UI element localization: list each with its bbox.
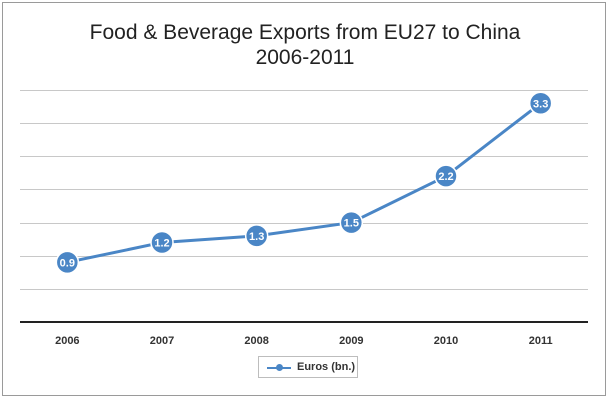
data-point xyxy=(244,224,269,248)
legend-dot-marker xyxy=(276,364,283,371)
legend-label: Euros (bn.) xyxy=(297,361,356,373)
x-tick-label: 2009 xyxy=(339,335,363,347)
legend: Euros (bn.) xyxy=(258,356,358,378)
series-line xyxy=(67,102,542,264)
data-point xyxy=(55,250,80,275)
x-tick-label: 2011 xyxy=(529,335,553,347)
chart-frame xyxy=(2,2,606,396)
data-point xyxy=(339,210,364,235)
data-label: 2.2 xyxy=(438,171,453,183)
x-tick-label: 2008 xyxy=(244,335,268,347)
chart-subtitle: 2006-2011 xyxy=(255,46,355,69)
data-point xyxy=(150,230,174,255)
x-tick-label: 2010 xyxy=(434,335,458,347)
data-label: 3.3 xyxy=(533,98,548,110)
x-tick-label: 2007 xyxy=(150,335,174,347)
data-label: 0.9 xyxy=(60,257,75,269)
data-label: 1.2 xyxy=(154,237,169,249)
data-point xyxy=(528,91,553,116)
data-label: 1.5 xyxy=(344,218,359,230)
chart-title: Food & Beverage Exports from EU27 to Chi… xyxy=(89,21,521,44)
data-point xyxy=(434,164,458,188)
data-label: 1.3 xyxy=(249,231,264,243)
x-tick-label: 2006 xyxy=(55,335,79,347)
